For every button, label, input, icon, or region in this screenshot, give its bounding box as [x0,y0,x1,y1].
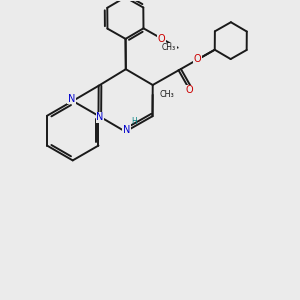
Text: O: O [185,85,193,95]
Text: CH₃: CH₃ [162,43,176,52]
Text: O: O [194,54,201,64]
Text: O: O [158,34,165,44]
Text: H: H [131,117,137,126]
Text: N: N [123,125,130,135]
Text: CH₃: CH₃ [159,90,174,99]
Text: N: N [96,112,103,122]
Text: N: N [68,94,75,103]
